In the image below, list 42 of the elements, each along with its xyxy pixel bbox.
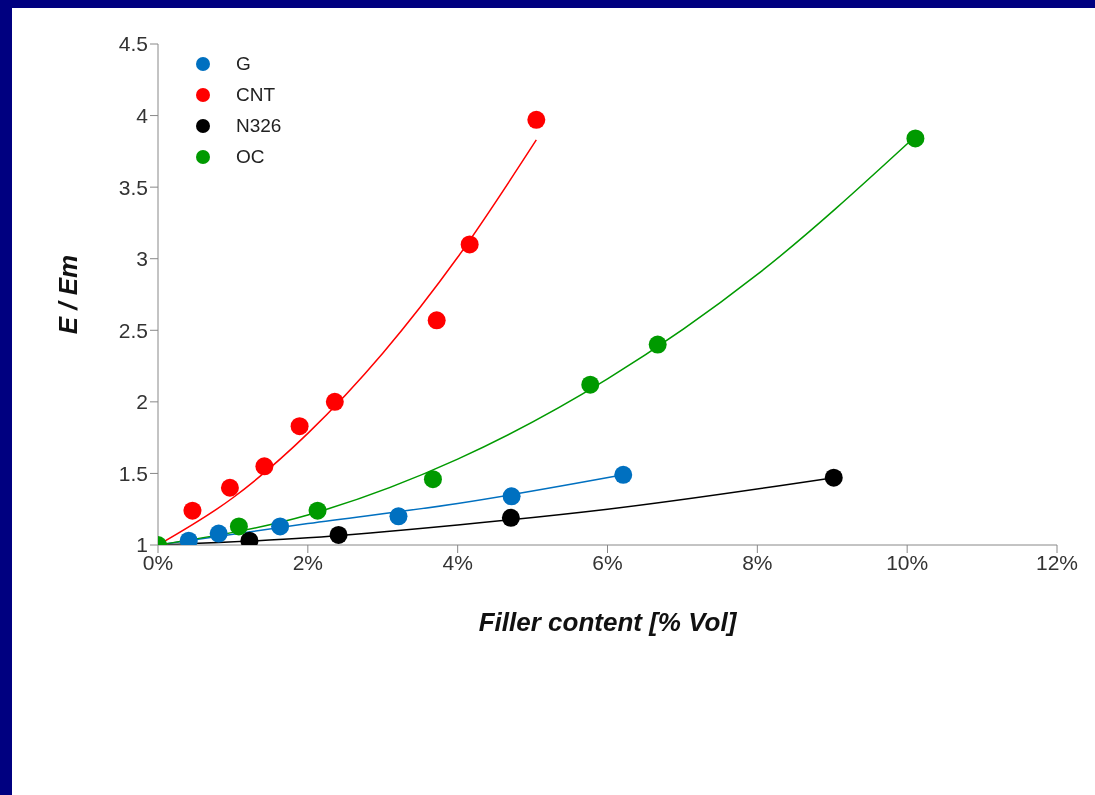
y-tick-label: 3 — [136, 247, 148, 271]
legend-label: G — [236, 52, 251, 75]
x-tick-label: 6% — [592, 550, 623, 574]
y-tick-label: 1.5 — [118, 461, 148, 485]
point — [389, 507, 408, 526]
y-tick-label: 1 — [136, 533, 148, 557]
x-tick-label: 8% — [742, 550, 773, 574]
y-tick-label: 3.5 — [118, 175, 148, 199]
point — [906, 129, 925, 148]
point — [325, 392, 344, 411]
point — [824, 468, 843, 487]
x-tick-label: 4% — [442, 550, 473, 574]
y-tick-label: 2 — [136, 390, 148, 414]
x-tick-label: 12% — [1035, 550, 1079, 574]
point — [527, 110, 546, 129]
point — [502, 487, 521, 506]
y-tick-label: 4 — [136, 104, 149, 128]
point — [229, 517, 248, 536]
point — [308, 501, 327, 520]
x-tick-label: 2% — [292, 550, 324, 574]
point — [290, 417, 309, 436]
point — [423, 470, 442, 489]
point — [209, 524, 228, 543]
y-tick-label: 4.5 — [118, 32, 148, 56]
point — [427, 311, 446, 330]
point — [329, 525, 348, 544]
point — [460, 235, 479, 254]
point — [648, 335, 667, 354]
y-tick-label: 2.5 — [118, 318, 148, 342]
legend-label: OC — [236, 145, 265, 168]
point — [581, 375, 600, 394]
y-axis-title: E / Em — [53, 254, 84, 335]
point — [501, 508, 520, 527]
point — [183, 501, 202, 520]
point — [614, 465, 633, 484]
legend-label: N326 — [236, 114, 282, 137]
point — [255, 457, 274, 476]
legend-label: CNT — [236, 83, 276, 106]
x-tick-label: 10% — [886, 550, 929, 574]
x-axis-title: Filler content [% Vol] — [478, 607, 738, 637]
point — [271, 517, 290, 536]
point — [220, 478, 239, 497]
